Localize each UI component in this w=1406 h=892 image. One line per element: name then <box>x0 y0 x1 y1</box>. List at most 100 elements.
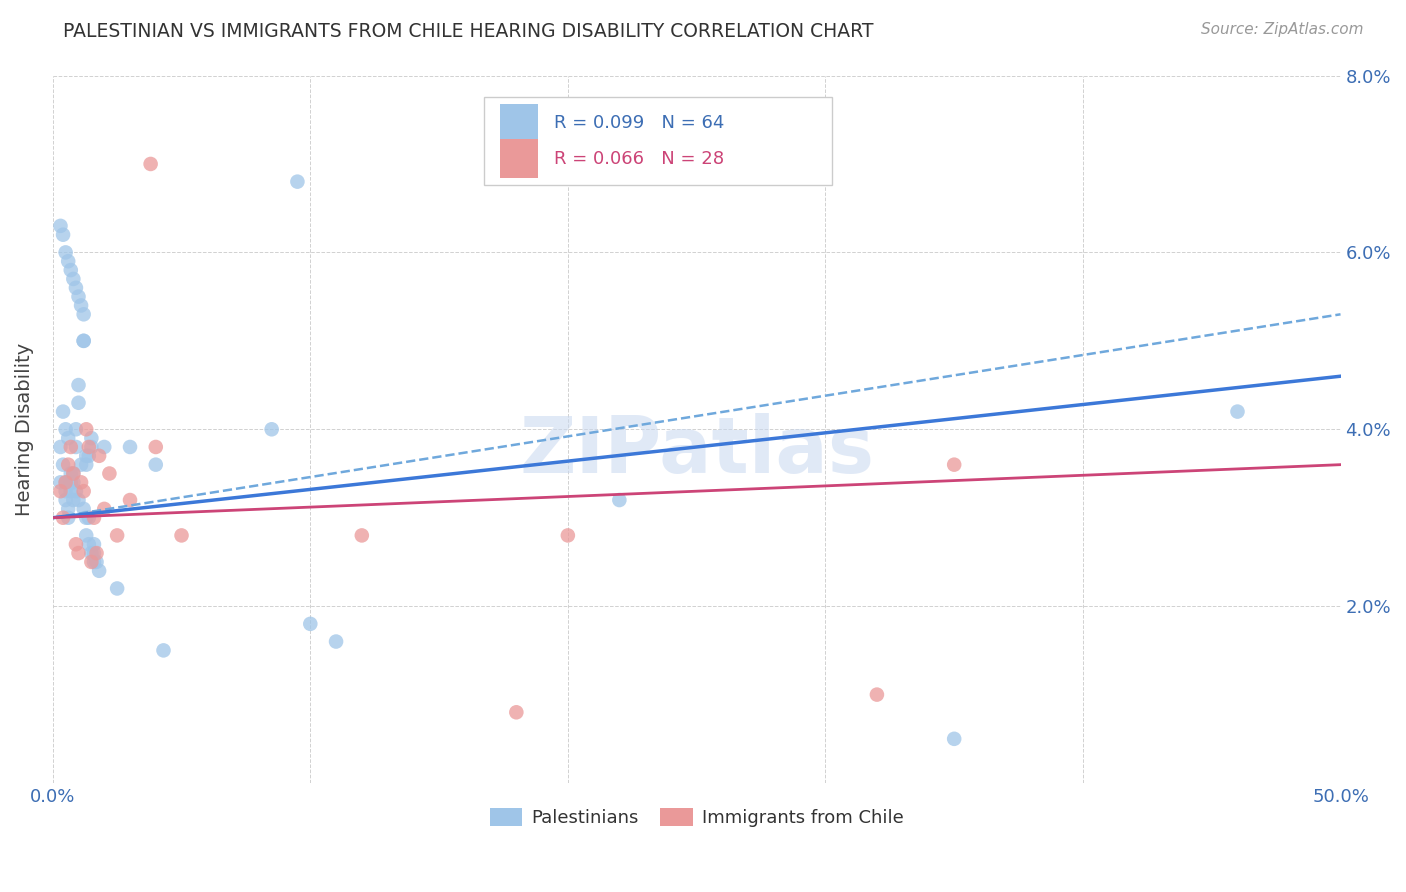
Point <box>77 510 100 524</box>
Point <box>80 440 103 454</box>
Point <box>75 422 97 436</box>
Point <box>67 290 90 304</box>
Point <box>260 422 283 436</box>
Point <box>72 484 94 499</box>
Point <box>72 334 94 348</box>
Point <box>55 422 77 436</box>
Point <box>93 501 115 516</box>
Point <box>62 272 84 286</box>
Point <box>59 475 82 490</box>
FancyBboxPatch shape <box>499 139 538 178</box>
Point <box>139 157 162 171</box>
FancyBboxPatch shape <box>499 103 538 143</box>
Point <box>505 706 527 720</box>
Text: PALESTINIAN VS IMMIGRANTS FROM CHILE HEARING DISABILITY CORRELATION CHART: PALESTINIAN VS IMMIGRANTS FROM CHILE HEA… <box>63 22 873 41</box>
Point <box>62 475 84 490</box>
Point <box>58 510 80 524</box>
Point <box>287 175 309 189</box>
Point <box>55 493 77 508</box>
Point <box>49 484 72 499</box>
Point <box>67 378 90 392</box>
Point <box>59 484 82 499</box>
Point <box>77 537 100 551</box>
Point <box>67 546 90 560</box>
Point <box>75 449 97 463</box>
Point <box>55 484 77 499</box>
Point <box>87 564 110 578</box>
Point <box>105 582 128 596</box>
Point <box>299 616 322 631</box>
Point <box>59 440 82 454</box>
Point <box>59 263 82 277</box>
Point <box>83 546 105 560</box>
Point <box>325 634 347 648</box>
Point <box>62 493 84 508</box>
Point <box>105 528 128 542</box>
Point <box>93 440 115 454</box>
Point <box>145 458 167 472</box>
Point <box>55 475 77 490</box>
Point <box>72 501 94 516</box>
Point <box>1226 404 1249 418</box>
Point <box>77 449 100 463</box>
Text: ZIPatlas: ZIPatlas <box>519 412 875 489</box>
Point <box>70 298 93 312</box>
Point <box>80 546 103 560</box>
Point <box>52 404 75 418</box>
Point <box>118 440 141 454</box>
Point <box>59 467 82 481</box>
Legend: Palestinians, Immigrants from Chile: Palestinians, Immigrants from Chile <box>482 800 911 834</box>
Point <box>98 467 121 481</box>
Point <box>67 493 90 508</box>
Text: R = 0.066   N = 28: R = 0.066 N = 28 <box>554 150 724 168</box>
Point <box>70 475 93 490</box>
Point <box>55 245 77 260</box>
Point <box>62 467 84 481</box>
Point <box>75 510 97 524</box>
Point <box>65 422 87 436</box>
Point <box>557 528 579 542</box>
Point <box>65 440 87 454</box>
Point <box>145 440 167 454</box>
Point <box>62 467 84 481</box>
Point <box>350 528 373 542</box>
Point <box>65 281 87 295</box>
Point <box>72 307 94 321</box>
Point <box>86 546 108 560</box>
Point <box>866 688 889 702</box>
Point <box>52 458 75 472</box>
Point <box>943 731 966 746</box>
Point <box>67 396 90 410</box>
Point <box>170 528 193 542</box>
Point <box>80 555 103 569</box>
Point <box>609 493 631 508</box>
Point <box>49 219 72 233</box>
Point <box>65 484 87 499</box>
Point <box>83 555 105 569</box>
Point <box>58 431 80 445</box>
Point <box>70 458 93 472</box>
Point <box>52 510 75 524</box>
Point <box>55 475 77 490</box>
Text: R = 0.099   N = 64: R = 0.099 N = 64 <box>554 114 724 132</box>
Point <box>52 227 75 242</box>
Point <box>49 475 72 490</box>
Point <box>83 510 105 524</box>
Point <box>58 254 80 268</box>
Point <box>943 458 966 472</box>
Point <box>49 440 72 454</box>
Point <box>58 501 80 516</box>
Point <box>118 493 141 508</box>
Point <box>65 537 87 551</box>
Text: Source: ZipAtlas.com: Source: ZipAtlas.com <box>1201 22 1364 37</box>
Point <box>152 643 174 657</box>
Point <box>75 528 97 542</box>
FancyBboxPatch shape <box>484 96 832 186</box>
Point <box>80 431 103 445</box>
Point <box>87 449 110 463</box>
Point <box>86 555 108 569</box>
Point <box>72 334 94 348</box>
Y-axis label: Hearing Disability: Hearing Disability <box>15 343 34 516</box>
Point <box>83 537 105 551</box>
Point <box>77 440 100 454</box>
